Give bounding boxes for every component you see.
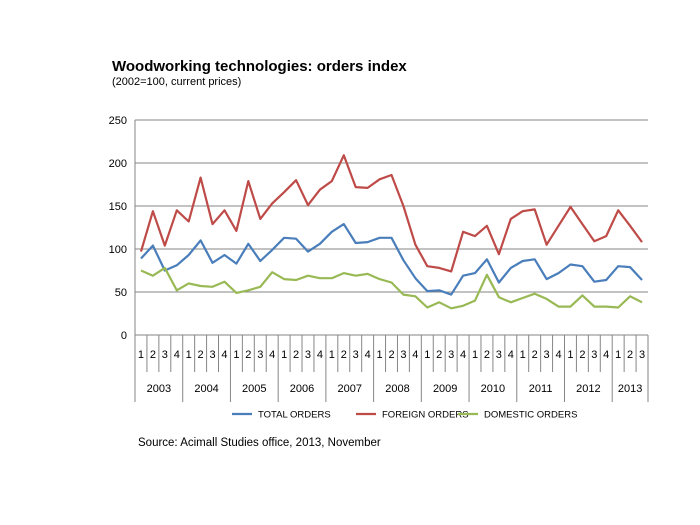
- quarter-tick-label: 3: [257, 349, 263, 361]
- quarter-tick-label: 4: [508, 349, 514, 361]
- quarter-tick-label: 4: [603, 349, 609, 361]
- chart-subtitle: (2002=100, current prices): [112, 76, 242, 88]
- quarter-tick-label: 2: [198, 349, 204, 361]
- quarter-tick-label: 4: [269, 349, 275, 361]
- quarter-tick-label: 2: [627, 349, 633, 361]
- quarter-tick-label: 3: [162, 349, 168, 361]
- legend-label: FOREIGN ORDERS: [382, 410, 469, 421]
- year-tick-label: 2008: [385, 383, 409, 395]
- quarter-tick-label: 1: [329, 349, 335, 361]
- year-tick-label: 2012: [576, 383, 600, 395]
- quarter-tick-label: 4: [174, 349, 180, 361]
- quarter-tick-label: 2: [484, 349, 490, 361]
- quarter-tick-label: 3: [448, 349, 454, 361]
- year-tick-label: 2003: [147, 383, 171, 395]
- quarter-tick-label: 1: [138, 349, 144, 361]
- quarter-tick-label: 4: [555, 349, 561, 361]
- quarter-tick-label: 2: [532, 349, 538, 361]
- quarter-tick-label: 3: [496, 349, 502, 361]
- year-tick-label: 2013: [618, 383, 642, 395]
- quarter-tick-label: 1: [281, 349, 287, 361]
- year-tick-label: 2009: [433, 383, 457, 395]
- quarter-tick-label: 2: [436, 349, 442, 361]
- quarter-tick-label: 3: [209, 349, 215, 361]
- quarter-tick-label: 1: [567, 349, 573, 361]
- chart-title: Woodworking technologies: orders index: [112, 58, 407, 75]
- quarter-tick-label: 1: [424, 349, 430, 361]
- quarter-tick-label: 1: [233, 349, 239, 361]
- legend-label: TOTAL ORDERS: [258, 410, 331, 421]
- quarter-tick-label: 2: [388, 349, 394, 361]
- quarter-tick-label: 3: [353, 349, 359, 361]
- quarter-tick-label: 3: [400, 349, 406, 361]
- quarter-tick-label: 1: [520, 349, 526, 361]
- quarter-tick-label: 2: [341, 349, 347, 361]
- quarter-tick-label: 1: [472, 349, 478, 361]
- year-tick-label: 2006: [290, 383, 314, 395]
- quarter-tick-label: 1: [615, 349, 621, 361]
- year-tick-label: 2010: [481, 383, 505, 395]
- y-tick-label: 200: [109, 158, 127, 170]
- y-tick-label: 150: [109, 201, 127, 213]
- quarter-tick-label: 3: [305, 349, 311, 361]
- year-tick-label: 2005: [242, 383, 266, 395]
- quarter-tick-label: 2: [245, 349, 251, 361]
- year-tick-label: 2007: [338, 383, 362, 395]
- series-line-total-orders: [140, 223, 643, 296]
- quarter-tick-label: 3: [591, 349, 597, 361]
- quarter-tick-label: 4: [460, 349, 466, 361]
- quarter-tick-label: 3: [544, 349, 550, 361]
- legend-label: DOMESTIC ORDERS: [484, 410, 577, 421]
- series-line-domestic-orders: [140, 266, 643, 310]
- year-tick-label: 2011: [529, 383, 553, 395]
- source-note: Source: Acimall Studies office, 2013, No…: [138, 437, 381, 449]
- quarter-tick-label: 2: [579, 349, 585, 361]
- quarter-tick-label: 2: [150, 349, 156, 361]
- quarter-tick-label: 1: [186, 349, 192, 361]
- quarter-tick-label: 4: [221, 349, 227, 361]
- year-tick-label: 2004: [194, 383, 218, 395]
- quarter-tick-label: 4: [317, 349, 323, 361]
- y-tick-label: 100: [109, 244, 127, 256]
- y-tick-label: 250: [109, 115, 127, 127]
- quarter-tick-label: 2: [293, 349, 299, 361]
- y-tick-label: 0: [121, 330, 127, 342]
- quarter-tick-label: 1: [377, 349, 383, 361]
- quarter-tick-label: 4: [412, 349, 418, 361]
- y-tick-label: 50: [115, 287, 127, 299]
- quarter-tick-label: 4: [365, 349, 371, 361]
- quarter-tick-label: 3: [639, 349, 645, 361]
- series-line-foreign-orders: [139, 154, 643, 273]
